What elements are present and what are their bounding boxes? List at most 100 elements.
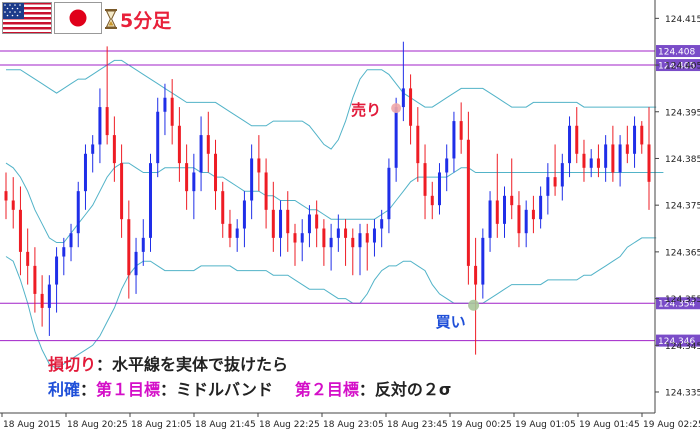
candle-body [91, 144, 95, 154]
x-tick-label: 19 Aug 01:05 [515, 420, 576, 430]
x-tick-label: 18 Aug 20:25 [67, 420, 128, 430]
candle-body [387, 167, 391, 220]
candle-body [307, 214, 311, 234]
candle-body [120, 163, 124, 220]
candle-body [409, 88, 413, 126]
japan-flag-icon [54, 2, 102, 34]
candle-body [365, 233, 369, 243]
stop-loss-text: ：水平線を実体で抜けたら [96, 355, 289, 374]
candle-body [524, 209, 528, 234]
candle-body [380, 219, 384, 229]
candle-body [206, 135, 210, 154]
x-tick-label: 18 Aug 21:05 [131, 420, 192, 430]
candle-body [553, 177, 557, 187]
candle-body [214, 153, 218, 192]
price-level-tag [656, 59, 700, 72]
price-level-label: 124.405 [658, 62, 695, 72]
candle-body [596, 158, 600, 168]
candle-body [633, 125, 637, 154]
price-level-tag [656, 297, 700, 310]
x-tick-label: 18 Aug 2015 [3, 420, 61, 430]
candle-body [192, 172, 196, 192]
hourglass-icon [105, 9, 117, 29]
candle-body [495, 200, 499, 224]
bollinger-upper-band [6, 59, 657, 150]
candle-body [76, 191, 80, 234]
candle-body [452, 121, 456, 159]
candle-body [531, 209, 535, 220]
candle-body [300, 233, 304, 243]
buy-marker [468, 299, 480, 311]
candle-body [640, 125, 644, 145]
take-profit-rule: 利確：第１目標：ミドルバンド 第２目標：反対の２σ [48, 377, 451, 402]
target-2-text: ：反対の２σ [358, 380, 452, 399]
y-tick-label: 124.405 [665, 62, 700, 72]
candle-body [170, 97, 174, 126]
candle-body [4, 191, 8, 201]
price-level-label: 124.346 [658, 337, 695, 347]
y-tick-label: 124.335 [665, 388, 700, 398]
target-1-text: ：ミドルバンド [160, 380, 273, 399]
x-tick-label: 18 Aug 21:45 [195, 420, 256, 430]
stop-loss-term: 損切り [48, 355, 97, 374]
candle-body [611, 144, 615, 173]
candle-body [199, 135, 203, 173]
candle-body [250, 158, 254, 201]
buy-label: 買い [436, 313, 466, 331]
candle-body [647, 144, 651, 182]
candle-body [568, 125, 572, 164]
candle-body [26, 251, 30, 266]
candle-body [329, 237, 333, 248]
price-level-label: 124.354 [658, 300, 695, 310]
candle-body [228, 223, 232, 238]
take-profit-term: 利確 [48, 380, 81, 399]
y-tick-label: 124.375 [665, 202, 700, 212]
candle-body [466, 139, 470, 266]
candle-body [488, 200, 492, 238]
candle-body [148, 163, 152, 238]
x-tick-label: 18 Aug 22:25 [259, 420, 320, 430]
candle-body [55, 256, 59, 285]
bollinger-lower-band [5, 237, 657, 370]
candle-body [279, 209, 283, 238]
candle-body [141, 237, 145, 252]
candle-body [40, 293, 44, 308]
candle-body [358, 233, 362, 248]
candle-body [344, 228, 348, 238]
price-level-label: 124.408 [658, 48, 695, 58]
candle-body [575, 125, 579, 154]
sell-marker [391, 103, 402, 114]
candle-body [589, 158, 593, 168]
candle-body [401, 88, 405, 108]
candle-body [503, 195, 507, 224]
stop-loss-rule: 損切り：水平線を実体で抜けたら [48, 352, 451, 377]
candle-body [11, 200, 15, 210]
target-2-term: 第２目標 [294, 380, 359, 399]
target-1-term: 第１目標 [96, 380, 161, 399]
x-tick-label: 18 Aug 23:05 [323, 420, 384, 430]
candle-body [47, 284, 51, 308]
candle-body [423, 163, 427, 196]
candle-body [257, 158, 261, 173]
x-tick-label: 19 Aug 02:25 [643, 420, 700, 430]
y-tick-label: 124.355 [665, 295, 700, 305]
candle-body [351, 237, 355, 248]
candle-body [336, 228, 340, 238]
candle-body [416, 125, 420, 164]
candle-body [560, 163, 564, 187]
candle-body [604, 144, 608, 168]
y-tick-label: 124.365 [665, 248, 700, 258]
candle-body [437, 172, 441, 206]
y-tick-label: 124.415 [665, 15, 700, 25]
price-level-tag [656, 45, 700, 58]
candle-body [62, 247, 66, 257]
candle-body [221, 191, 225, 224]
candle-body [459, 121, 463, 140]
candle-body [430, 195, 434, 206]
candle-body [105, 107, 109, 136]
candle-body [445, 158, 449, 173]
candle-body [33, 265, 37, 294]
x-tick-label: 19 Aug 01:45 [579, 420, 640, 430]
